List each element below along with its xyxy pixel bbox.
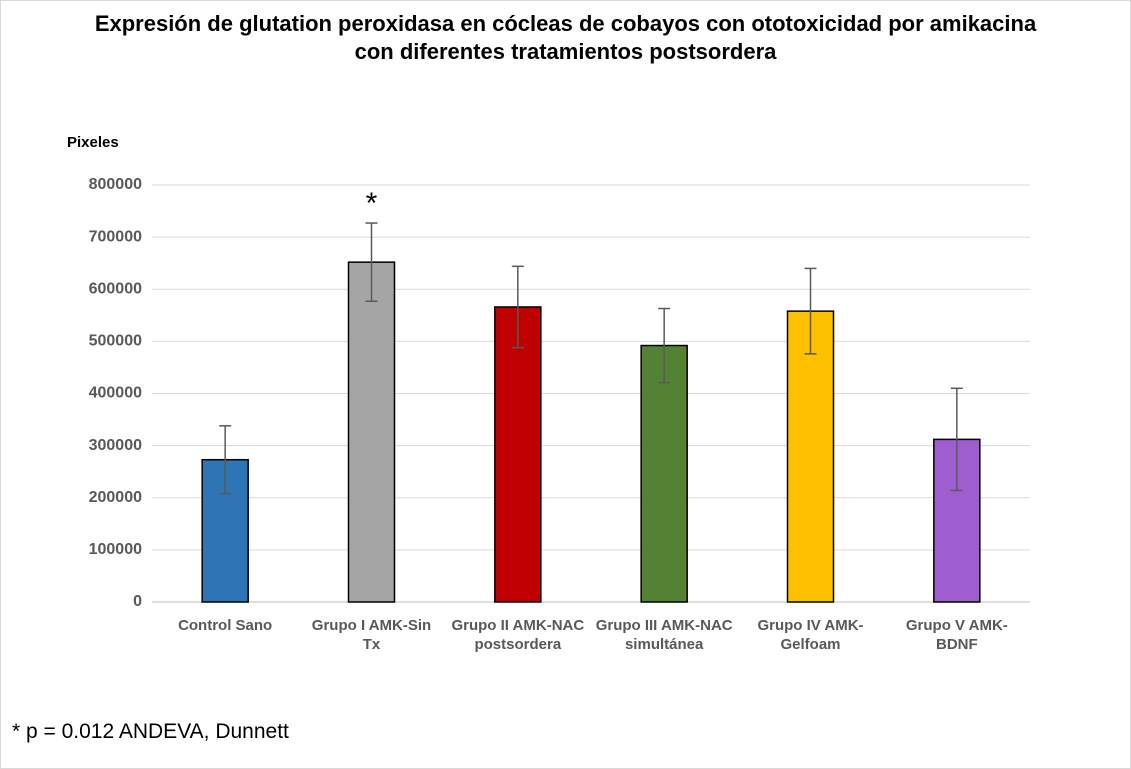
y-tick-label: 400000 [89,385,142,402]
y-tick-label: 600000 [89,280,142,297]
y-axis-label: Pixeles [67,134,119,151]
x-tick-label: Control Sano [178,617,273,634]
y-tick-label: 800000 [89,176,142,193]
x-tick-label: Grupo IV AMK-Gelfoam [757,617,864,653]
x-tick-label: Grupo II AMK-NAC postsordera [451,617,585,653]
y-tick-label: 0 [133,593,142,610]
y-tick-label: 700000 [89,228,142,245]
y-tick-label: 100000 [89,541,142,558]
x-tick-label: Grupo V AMK-BDNF [905,617,1008,653]
bar [640,344,688,603]
y-tick-label: 300000 [89,437,142,454]
annotation: * [366,187,378,220]
bar [494,306,542,603]
bar [786,310,835,603]
x-tick-label: Grupo I AMK-Sin Tx [311,617,432,653]
bar [347,261,396,603]
y-tick-label: 200000 [89,489,142,506]
x-tick-label: Grupo III AMK-NAC simultánea [595,617,733,653]
y-tick-label: 500000 [89,333,142,350]
footnote: * p = 0.012 ANDEVA, Dunnett [12,720,289,743]
chart-title: Expresión de glutation peroxidasa en cóc… [94,11,1037,64]
